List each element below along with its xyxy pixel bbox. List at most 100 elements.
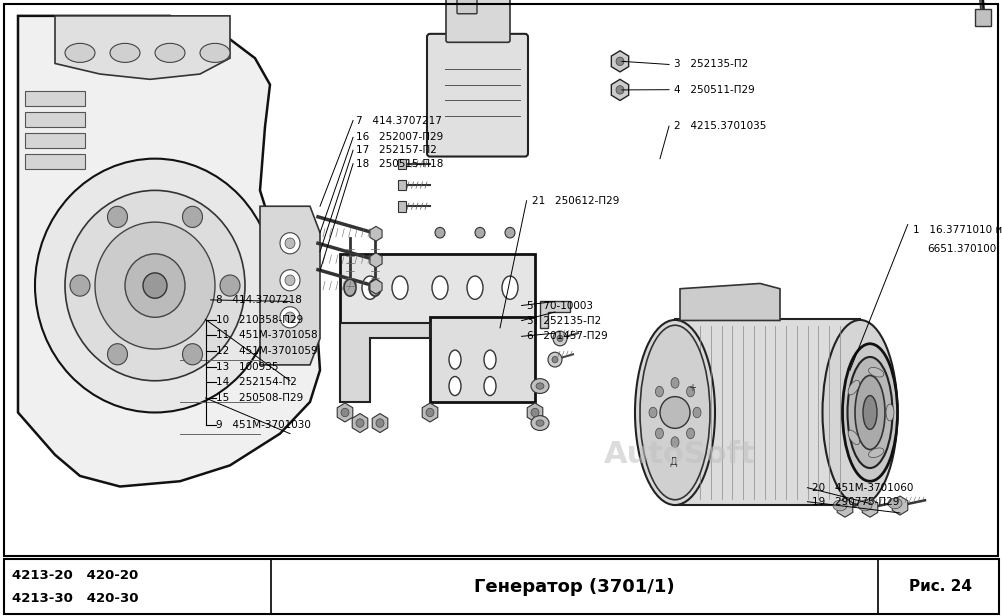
Ellipse shape: [369, 279, 381, 296]
Text: 1   16.3771010 или: 1 16.3771010 или: [912, 225, 1002, 235]
Ellipse shape: [857, 500, 871, 511]
Circle shape: [280, 270, 300, 291]
Text: 12   451М-3701059: 12 451М-3701059: [215, 346, 317, 356]
Ellipse shape: [65, 43, 95, 62]
Text: 9   451М-3701030: 9 451М-3701030: [215, 420, 311, 430]
Circle shape: [556, 335, 562, 342]
Polygon shape: [340, 323, 430, 402]
Text: 5   70-10003: 5 70-10003: [526, 301, 592, 310]
Text: AutoSoft: AutoSoft: [603, 440, 755, 469]
Ellipse shape: [868, 368, 883, 377]
Ellipse shape: [110, 43, 140, 62]
Bar: [25, 133, 85, 148]
FancyBboxPatch shape: [674, 320, 859, 505]
Circle shape: [285, 238, 295, 248]
Text: 13   100935: 13 100935: [215, 362, 278, 371]
Text: 19   290775-П29: 19 290775-П29: [812, 496, 899, 507]
Text: 3   252135-П2: 3 252135-П2: [673, 60, 747, 70]
Ellipse shape: [535, 383, 543, 389]
Bar: [398, 159, 406, 169]
Ellipse shape: [199, 43, 229, 62]
Bar: [398, 201, 406, 211]
Ellipse shape: [432, 276, 448, 299]
Ellipse shape: [449, 350, 461, 369]
Polygon shape: [55, 16, 229, 79]
Polygon shape: [260, 206, 320, 365]
Circle shape: [182, 344, 202, 365]
Circle shape: [435, 227, 445, 238]
Ellipse shape: [639, 325, 709, 500]
FancyBboxPatch shape: [427, 34, 527, 156]
Circle shape: [552, 331, 566, 346]
Ellipse shape: [467, 276, 483, 299]
Circle shape: [65, 190, 244, 381]
Ellipse shape: [686, 428, 693, 439]
Circle shape: [219, 275, 239, 296]
Text: 6   201457-П29: 6 201457-П29: [526, 331, 607, 341]
Ellipse shape: [862, 395, 876, 429]
Ellipse shape: [868, 448, 883, 458]
Text: 20   451М-3701060: 20 451М-3701060: [812, 483, 913, 493]
Bar: [25, 155, 85, 169]
Circle shape: [125, 254, 184, 317]
Ellipse shape: [654, 386, 662, 397]
Circle shape: [615, 57, 623, 65]
Circle shape: [426, 408, 434, 416]
Circle shape: [70, 275, 90, 296]
Bar: [974, 9, 990, 26]
Circle shape: [280, 307, 300, 328]
Bar: [430, 317, 534, 402]
Text: 4213-30   420-30: 4213-30 420-30: [12, 592, 138, 605]
Ellipse shape: [654, 428, 662, 439]
Circle shape: [376, 419, 384, 428]
Ellipse shape: [848, 430, 859, 445]
Text: 6651.370100: 6651.370100: [927, 244, 996, 254]
Circle shape: [530, 408, 538, 416]
Ellipse shape: [530, 416, 548, 431]
Circle shape: [504, 227, 514, 238]
Ellipse shape: [535, 420, 543, 426]
Text: 7   414.3707217: 7 414.3707217: [356, 116, 442, 126]
Text: 14   252154-П2: 14 252154-П2: [215, 378, 297, 387]
Circle shape: [615, 86, 623, 94]
Text: 11   451М-3701058: 11 451М-3701058: [215, 330, 317, 340]
Ellipse shape: [848, 380, 859, 395]
Ellipse shape: [670, 437, 678, 447]
Bar: [25, 91, 85, 106]
Ellipse shape: [648, 407, 656, 418]
Text: 16   252007-П29: 16 252007-П29: [356, 132, 443, 142]
FancyBboxPatch shape: [457, 0, 477, 14]
Polygon shape: [539, 301, 569, 328]
Ellipse shape: [854, 376, 884, 450]
Text: 3   252135-П2: 3 252135-П2: [526, 315, 600, 326]
Ellipse shape: [484, 350, 496, 369]
Polygon shape: [18, 16, 320, 487]
Text: 4   250511-П29: 4 250511-П29: [673, 84, 755, 95]
Ellipse shape: [362, 276, 378, 299]
Ellipse shape: [449, 376, 461, 395]
Circle shape: [107, 344, 127, 365]
Ellipse shape: [833, 500, 846, 511]
Text: 8   414.3707218: 8 414.3707218: [215, 295, 302, 305]
Ellipse shape: [822, 320, 897, 505]
Text: 4213-20   420-20: 4213-20 420-20: [12, 569, 138, 582]
Ellipse shape: [392, 276, 408, 299]
Text: 2   4215.3701035: 2 4215.3701035: [673, 121, 766, 131]
Ellipse shape: [885, 404, 893, 421]
Bar: [398, 180, 406, 190]
Circle shape: [95, 222, 214, 349]
Ellipse shape: [530, 379, 548, 394]
Text: 18   250515-П18: 18 250515-П18: [356, 159, 443, 169]
Ellipse shape: [692, 407, 700, 418]
Circle shape: [285, 312, 295, 323]
Text: Рис. 24: Рис. 24: [908, 579, 971, 594]
Circle shape: [356, 419, 364, 428]
Circle shape: [341, 408, 349, 416]
Circle shape: [143, 273, 167, 298]
Text: Генератор (3701/1): Генератор (3701/1): [473, 578, 674, 596]
Circle shape: [107, 206, 127, 227]
Ellipse shape: [634, 320, 714, 505]
Circle shape: [551, 357, 557, 363]
Circle shape: [280, 233, 300, 254]
Circle shape: [182, 206, 202, 227]
